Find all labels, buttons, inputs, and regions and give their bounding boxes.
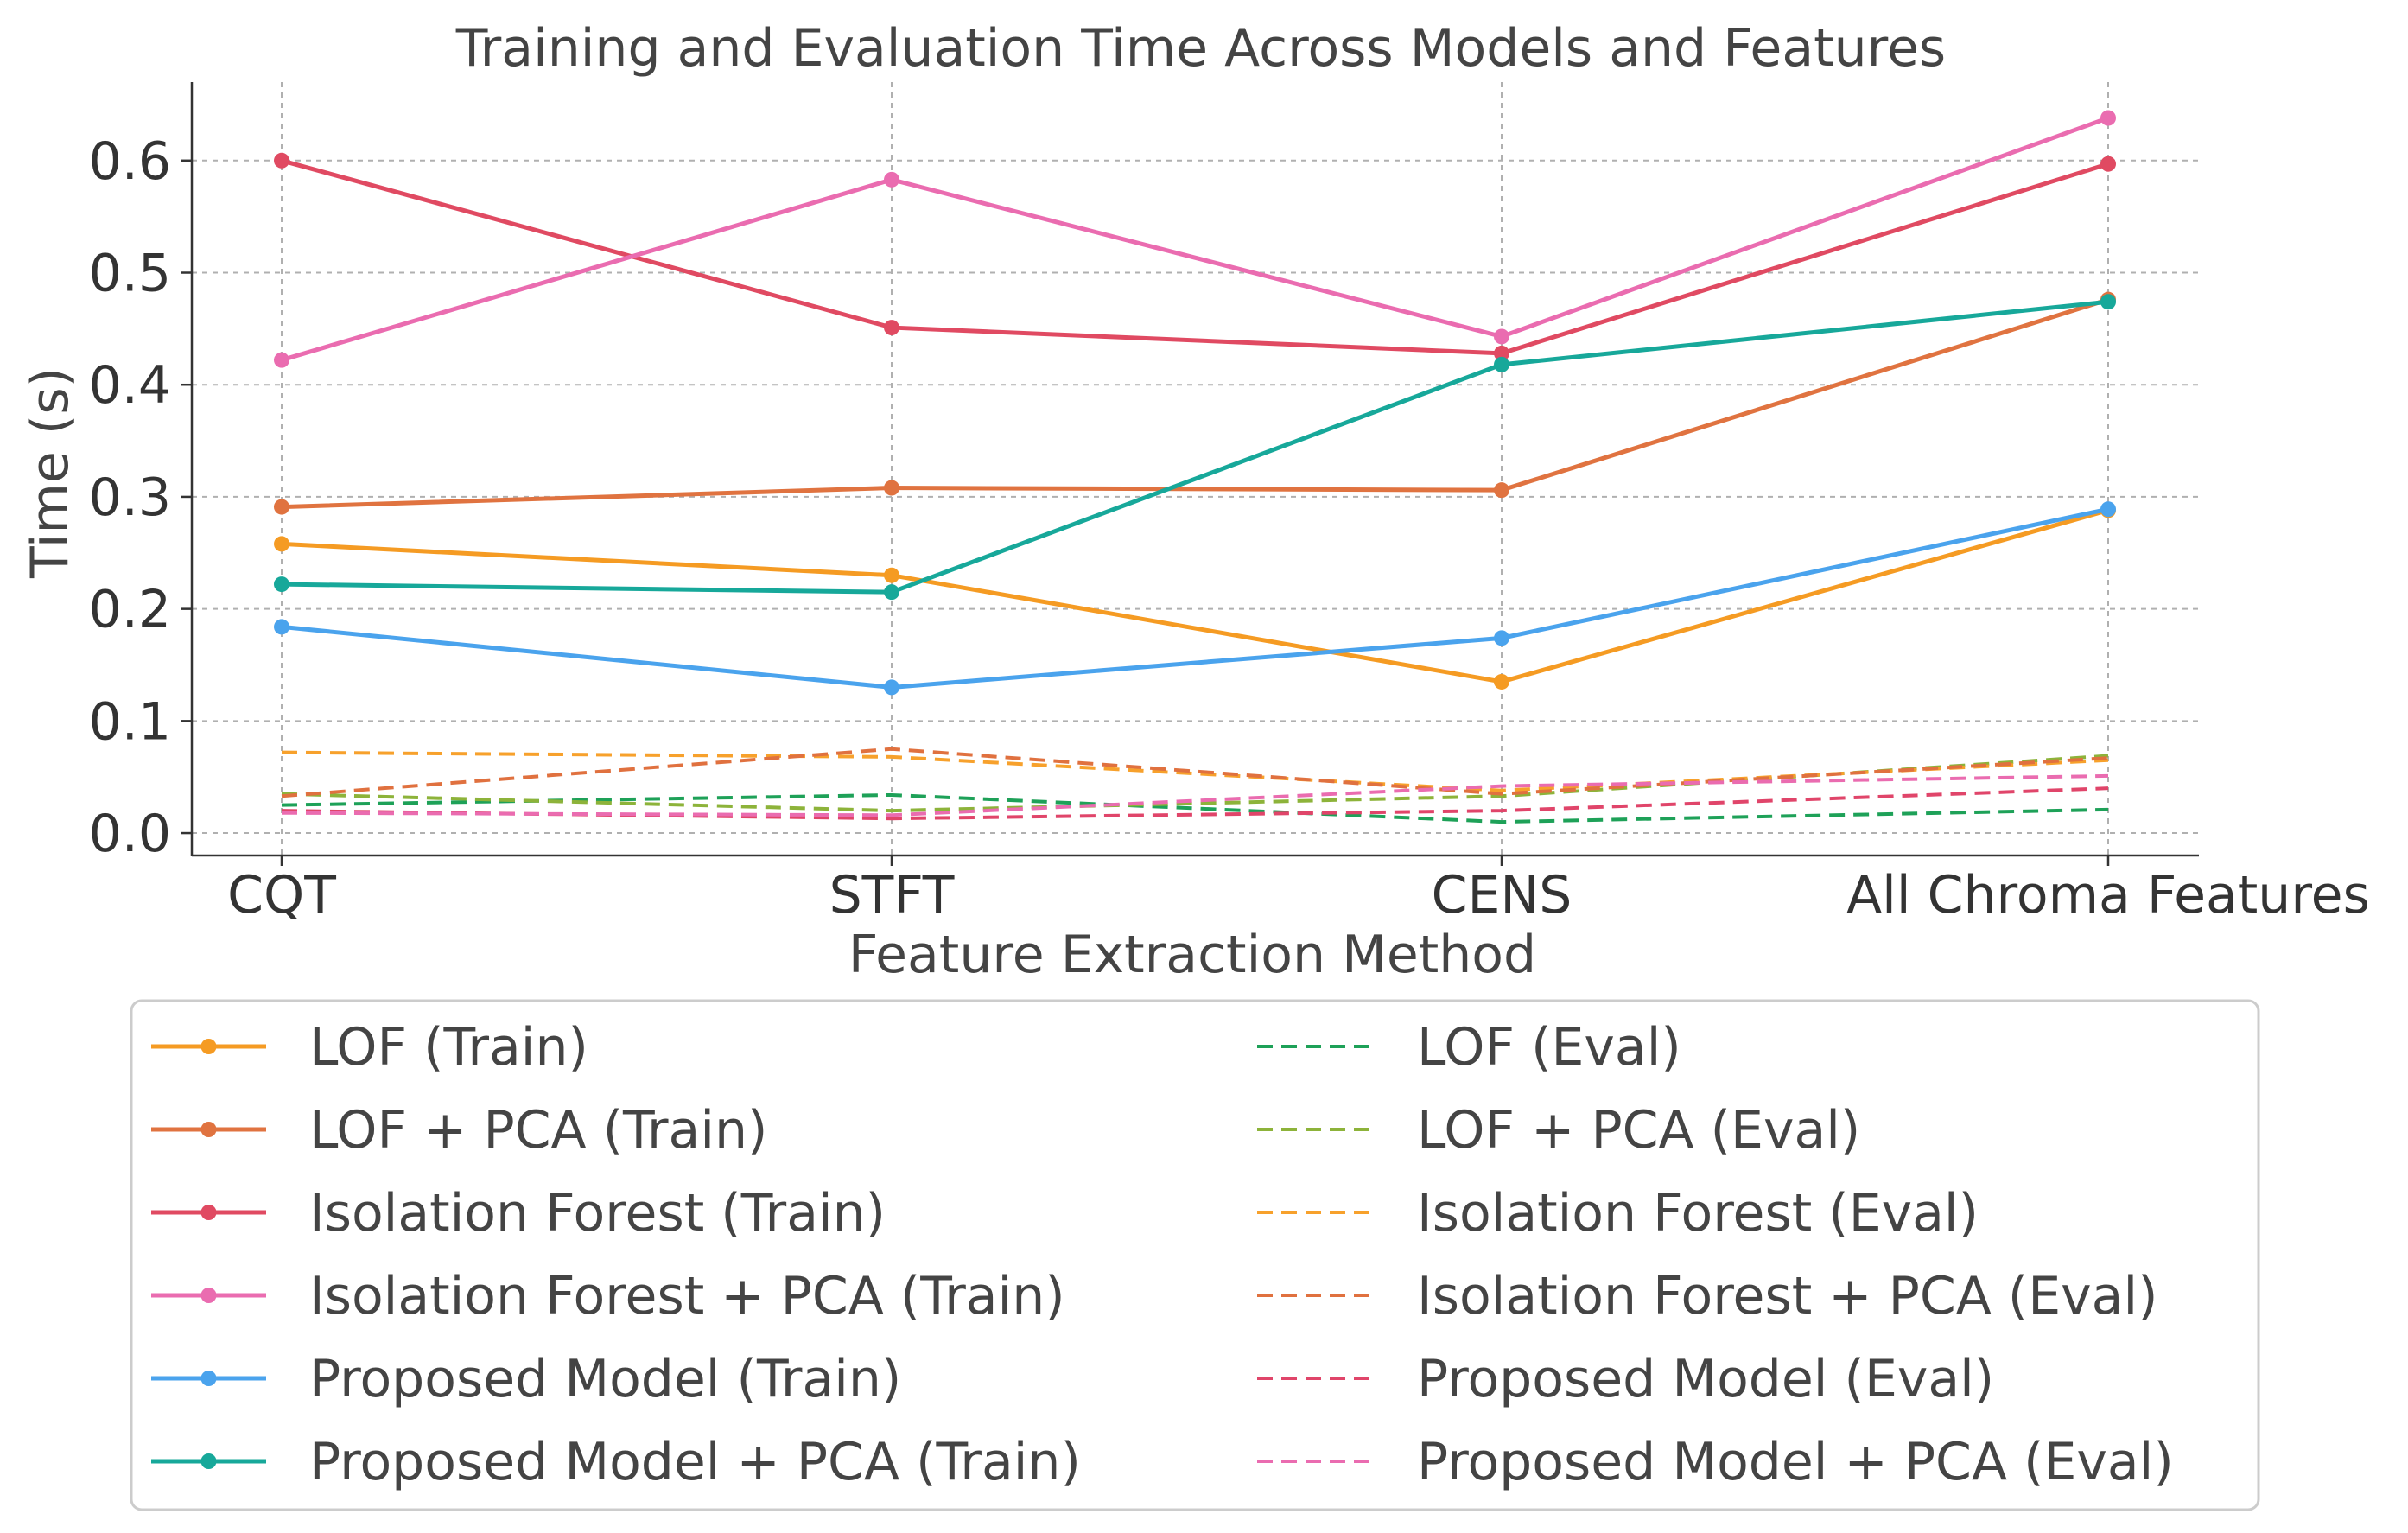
y-tick-label: 0.5: [89, 244, 171, 304]
series-line-lof-train: [281, 508, 2109, 684]
chart-title: Training and Evaluation Time Across Mode…: [455, 18, 1946, 79]
legend-marker-isolation-forest-pca-train: [200, 1288, 217, 1303]
legend-marker-proposed-model-train: [200, 1371, 217, 1386]
data-point-isolation-forest-train: [274, 152, 289, 169]
series-line-isolation-forest-train: [281, 158, 2109, 356]
series-line-proposed-model-pca-eval: [281, 773, 2109, 817]
series-line-proposed-model-train: [281, 506, 2109, 690]
x-axis-label: Feature Extraction Method: [848, 925, 1536, 985]
legend-label-isolation-forest-train: Isolation Forest (Train): [309, 1183, 886, 1244]
plot-area: 0.0 0.1 0.2 0.3 0.4 0.5 0.6 CQT STFT CENS All Chro…: [89, 82, 2370, 926]
data-point-isolation-forest-pca-train: [2100, 110, 2116, 126]
legend-label-lof-pca-train: LOF + PCA (Train): [309, 1100, 767, 1161]
legend-label-lof-eval: LOF (Eval): [1417, 1017, 1681, 1078]
legend-label-proposed-model-pca-train: Proposed Model + PCA (Train): [309, 1432, 1081, 1492]
series-line-proposed-model-pca-train: [281, 299, 2109, 595]
data-point-lof-pca-train: [274, 499, 289, 515]
legend-label-proposed-model-eval: Proposed Model (Eval): [1417, 1349, 1994, 1409]
data-point-proposed-model-pca-train: [1494, 356, 1509, 372]
series-line-lof-eval: [281, 792, 2109, 824]
data-point-isolation-forest-train: [884, 320, 899, 336]
legend-label-proposed-model-pca-eval: Proposed Model + PCA (Eval): [1417, 1432, 2174, 1492]
x-tick-label-all-chroma-features: All Chroma Features: [1846, 865, 2370, 926]
data-point-lof-pca-train: [1494, 482, 1509, 499]
data-point-lof-train: [274, 536, 289, 552]
x-tick-label-cens: CENS: [1432, 865, 1573, 926]
legend-label-lof-pca-eval: LOF + PCA (Eval): [1417, 1100, 1860, 1161]
data-point-isolation-forest-pca-train: [884, 171, 899, 188]
data-point-isolation-forest-train: [1494, 345, 1509, 361]
legend: LOF (Train) LOF + PCA (Train) Isolation Fo…: [130, 999, 2260, 1511]
data-point-lof-train: [1494, 673, 1509, 690]
x-tick-label-stft: STFT: [829, 865, 955, 926]
series-line-lof-pca-eval: [281, 754, 2109, 813]
y-tick-label: 0.1: [89, 691, 171, 752]
legend-marker-isolation-forest-train: [200, 1205, 217, 1220]
series-line-lof-pca-train: [281, 297, 2109, 510]
legend-label-proposed-model-train: Proposed Model (Train): [309, 1349, 901, 1409]
legend-marker-lof-train: [200, 1039, 217, 1054]
y-tick-label: 0.2: [89, 580, 171, 640]
x-tick-label-cqt: CQT: [227, 865, 336, 926]
legend-label-isolation-forest-eval: Isolation Forest (Eval): [1417, 1183, 1979, 1244]
legend-label-isolation-forest-pca-train: Isolation Forest + PCA (Train): [309, 1266, 1065, 1326]
legend-marker-proposed-model-pca-train: [200, 1453, 217, 1469]
legend-label-lof-train: LOF (Train): [309, 1017, 588, 1078]
data-point-proposed-model-train: [2100, 501, 2116, 518]
data-point-proposed-model-train: [1494, 630, 1509, 646]
data-point-proposed-model-pca-train: [2100, 294, 2116, 310]
y-tick-label: 0.4: [89, 355, 171, 416]
data-point-isolation-forest-pca-train: [274, 352, 289, 368]
y-axis-label: Time (s): [20, 367, 80, 579]
y-tick-label: 0.3: [89, 468, 171, 528]
data-point-isolation-forest-train: [2100, 156, 2116, 172]
legend-marker-lof-pca-train: [200, 1122, 217, 1137]
legend-label-isolation-forest-pca-eval: Isolation Forest + PCA (Eval): [1417, 1266, 2158, 1326]
data-point-proposed-model-train: [274, 619, 289, 635]
y-tick-label: 0.6: [89, 131, 171, 192]
data-point-proposed-model-pca-train: [274, 576, 289, 593]
series-line-isolation-forest-eval: [281, 750, 2109, 792]
data-point-proposed-model-pca-train: [884, 584, 899, 601]
data-point-lof-pca-train: [884, 480, 899, 496]
data-point-proposed-model-train: [884, 679, 899, 696]
series-line-isolation-forest-pca-train: [281, 116, 2109, 363]
legend-frame: [130, 999, 2260, 1511]
data-point-lof-train: [884, 567, 899, 583]
y-tick-label: 0.0: [89, 804, 171, 864]
data-point-isolation-forest-pca-train: [1494, 328, 1509, 345]
series-line-isolation-forest-pca-eval: [281, 747, 2109, 798]
